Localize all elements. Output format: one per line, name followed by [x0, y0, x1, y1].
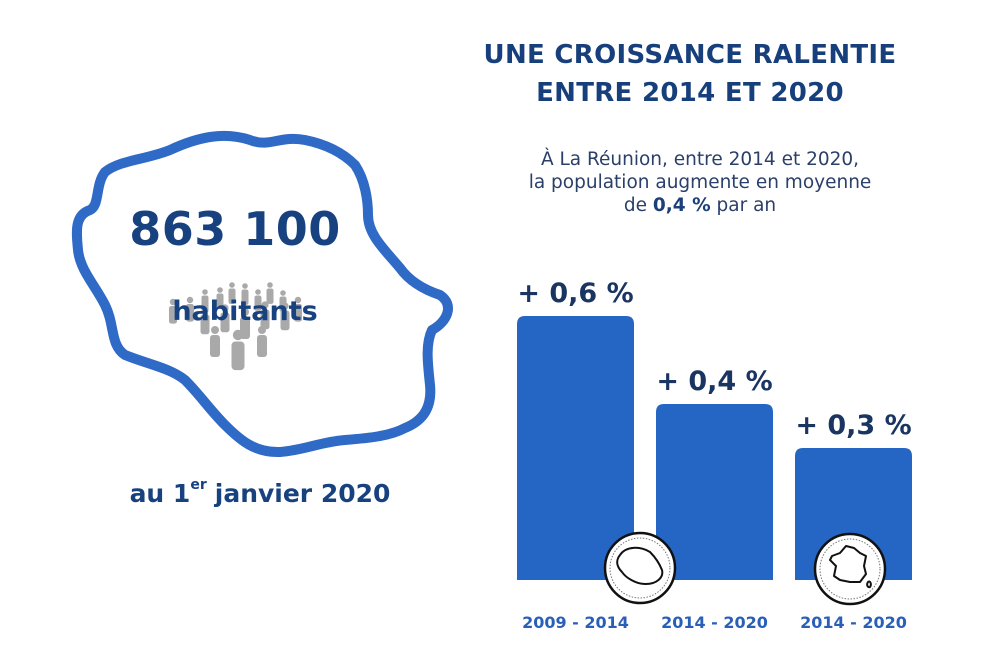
- subtitle-line-1: À La Réunion, entre 2014 et 2020,: [540, 149, 860, 170]
- person-body: [260, 309, 270, 330]
- person-body: [280, 310, 290, 331]
- person-head: [211, 326, 219, 334]
- population-number: 863 100: [129, 202, 341, 256]
- person-body: [220, 312, 230, 333]
- reunion-outline: [71, 130, 453, 458]
- person-head: [169, 298, 177, 306]
- subtitle-suffix: par an: [710, 195, 777, 216]
- person-body: [186, 304, 194, 322]
- data-label-2: + 0,4 %: [656, 366, 772, 397]
- chart-title: UNE CROISSANCE RALENTIE ENTRE 2014 ET 20…: [470, 36, 910, 112]
- data-label-3: + 0,3 %: [795, 410, 911, 441]
- bar-2: [656, 404, 773, 580]
- title-line-2: ENTRE 2014 ET 2020: [536, 78, 844, 108]
- category-label-3: 2014 - 2020: [800, 613, 907, 632]
- population-label: habitants: [172, 296, 318, 327]
- person-head: [232, 329, 244, 341]
- person-head: [221, 304, 229, 312]
- subtitle-highlight: 0,4 %: [652, 195, 711, 216]
- chart-subtitle: À La Réunion, entre 2014 et 2020, la pop…: [470, 148, 930, 217]
- bar-1: [517, 316, 634, 580]
- person-head: [267, 282, 273, 288]
- person-head: [201, 306, 209, 314]
- reunion-coin-icon: [603, 531, 677, 605]
- france-coin-icon: [813, 532, 887, 606]
- person-body: [294, 304, 302, 322]
- subtitle-line-3: de 0,4 % par an: [470, 194, 930, 217]
- crowd-icon: [169, 282, 302, 371]
- person-head: [241, 308, 249, 316]
- person-head: [229, 282, 235, 288]
- person-head: [281, 302, 289, 310]
- person-head: [242, 283, 248, 289]
- subtitle-prefix: de: [623, 195, 653, 216]
- category-label-1: 2009 - 2014: [522, 613, 629, 632]
- person-head: [217, 287, 223, 293]
- person-body: [254, 295, 262, 311]
- person-head: [202, 289, 208, 295]
- person-body: [228, 288, 236, 304]
- person-body: [257, 335, 267, 357]
- title-line-1: UNE CROISSANCE RALENTIE: [483, 40, 897, 70]
- subtitle-line-2: la population augmente en moyenne: [528, 172, 872, 193]
- date-suffix: janvier 2020: [214, 479, 391, 508]
- person-body: [200, 314, 210, 335]
- person-body: [210, 335, 220, 357]
- reference-date: au 1er janvier 2020: [100, 477, 420, 508]
- person-body: [169, 306, 177, 324]
- category-label-2: 2014 - 2020: [661, 613, 768, 632]
- person-head: [255, 289, 261, 295]
- person-head: [280, 290, 286, 296]
- date-superscript: er: [190, 477, 207, 493]
- person-head: [258, 326, 266, 334]
- person-head: [186, 296, 194, 304]
- person-body: [231, 341, 245, 371]
- person-body: [266, 288, 274, 304]
- date-prefix: au 1: [129, 479, 191, 508]
- person-head: [261, 301, 269, 309]
- person-body: [216, 293, 224, 309]
- data-label-1: + 0,6 %: [517, 278, 633, 309]
- person-body: [241, 289, 249, 305]
- person-head: [294, 296, 302, 304]
